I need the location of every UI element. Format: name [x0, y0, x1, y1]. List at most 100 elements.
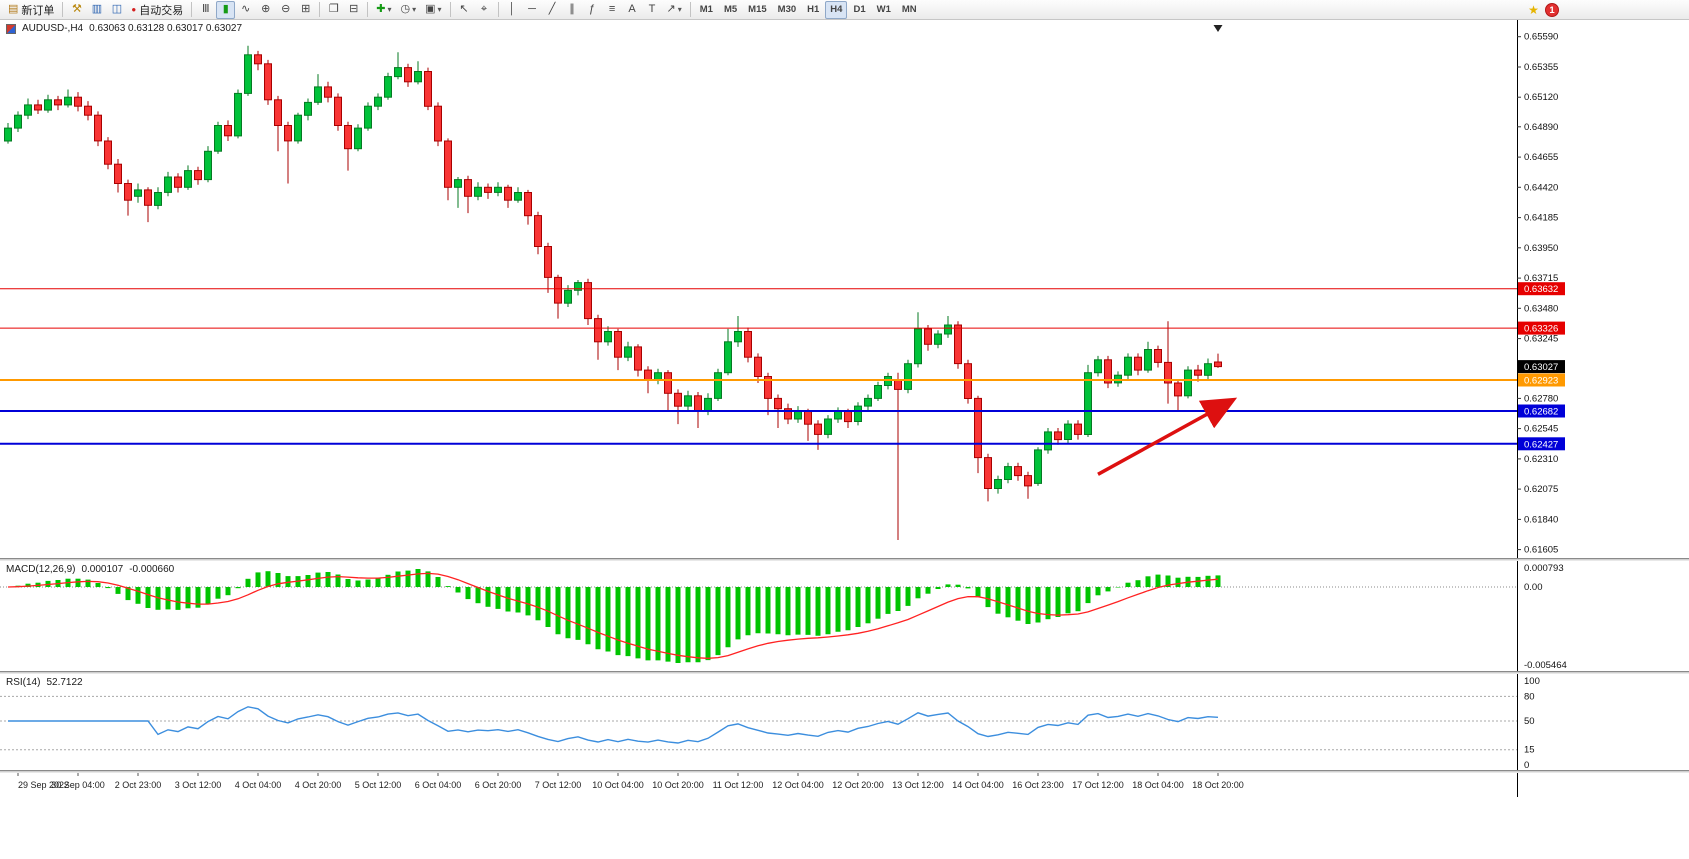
favorites-button[interactable]: ★ — [1524, 1, 1543, 19]
candle — [394, 52, 402, 80]
text-label-icon: T — [648, 3, 656, 15]
tile-windows-button[interactable]: ⊞ — [296, 1, 315, 19]
crosshair-tool-button[interactable]: ⌖ — [475, 1, 494, 19]
time-axis-label: 29 Sep 2022 — [18, 780, 69, 790]
candle — [744, 327, 752, 363]
candle — [1064, 420, 1072, 444]
timeframe-button-w1[interactable]: W1 — [876, 4, 891, 15]
vertical-line-tool-button[interactable]: │ — [503, 1, 522, 19]
price-tag: 0.63326 — [1518, 321, 1565, 335]
candle — [344, 121, 352, 171]
macd-panel: MACD(12,26,9) 0.000107 -0.000660 0.00079… — [0, 561, 1689, 671]
arrange-windows-button[interactable]: ⊟ — [344, 1, 363, 19]
shapes-tool-button[interactable]: ≡ — [603, 1, 622, 19]
arrows-tool-button[interactable]: ↗ ▾ — [663, 1, 686, 19]
notification-badge[interactable]: 1 — [1545, 3, 1559, 17]
cursor-tool-button[interactable]: ↖ — [455, 1, 474, 19]
candle — [824, 415, 832, 439]
macd-canvas[interactable]: 0.000793 0.00 -0.005464 — [0, 561, 1689, 671]
time-axis-label: 3 Oct 12:00 — [175, 780, 222, 790]
toolbar-separator — [497, 2, 499, 17]
candle — [374, 93, 382, 111]
chart-shift-marker[interactable] — [1213, 25, 1223, 32]
candle — [994, 475, 1002, 494]
candle — [1024, 471, 1032, 499]
price-chart-canvas[interactable]: 0.65590 0.65355 0.65120 0.64890 0.64655 0.644… — [0, 20, 1689, 558]
cascade-windows-button[interactable]: ❐ — [324, 1, 343, 19]
price-chart-panel: AUDUSD-,H4 0.63063 0.63128 0.63017 0.630… — [0, 20, 1689, 558]
timeframe-button-h1[interactable]: H1 — [807, 4, 820, 15]
price-tag: 0.62923 — [1518, 373, 1565, 387]
panel-separator[interactable] — [0, 671, 1689, 674]
autotrade-button[interactable]: ● 自动交易 — [127, 1, 187, 19]
zoom-out-button[interactable]: ⊖ — [276, 1, 295, 19]
cascade-windows-icon: ❐ — [328, 3, 339, 15]
candle — [504, 184, 512, 208]
rsi-axis-label: 80 — [1524, 691, 1535, 702]
candle — [354, 124, 362, 152]
time-axis-label: 12 Oct 20:00 — [832, 780, 884, 790]
macd-value: 0.000107 — [81, 564, 124, 575]
price-axis-label: 0.63245 — [1524, 334, 1558, 345]
candle — [44, 94, 52, 113]
time-axis[interactable]: 29 Sep 2022 30 Sep 04:00 2 Oct 23:00 3 Oct … — [0, 773, 1689, 797]
new-order-button[interactable]: ▤ 新订单 — [4, 1, 58, 19]
text-label-tool-button[interactable]: T — [643, 1, 662, 19]
candle — [4, 123, 12, 144]
candle — [964, 359, 972, 404]
periods-button[interactable]: ◷ ▾ — [396, 1, 420, 19]
candle — [1084, 364, 1092, 437]
candle — [64, 89, 72, 108]
macd-signal-value: -0.000660 — [129, 564, 175, 575]
timeframe-button-m15[interactable]: M15 — [748, 4, 767, 15]
navigator-button[interactable]: ◫ — [107, 1, 126, 19]
templates-button[interactable]: ▣ ▾ — [421, 1, 445, 19]
candle — [144, 187, 152, 223]
timeframe-button-m1[interactable]: M1 — [699, 4, 713, 15]
candle — [84, 101, 92, 121]
market-watch-button[interactable]: ▥ — [87, 1, 106, 19]
candle — [34, 99, 42, 114]
trendline-icon: ╱ — [548, 3, 556, 15]
timeframe-button-m30[interactable]: M30 — [777, 4, 797, 15]
text-tool-button[interactable]: A — [623, 1, 642, 19]
time-axis-label: 16 Oct 23:00 — [1012, 780, 1064, 790]
chart-type-bars-button[interactable]: Ⅲ — [196, 1, 215, 19]
macd-name-label: MACD(12,26,9) — [6, 564, 76, 575]
candle — [1174, 379, 1182, 412]
time-axis-label: 6 Oct 04:00 — [415, 780, 462, 790]
trend-arrow[interactable] — [1097, 397, 1238, 476]
timeframe-button-h4[interactable]: H4 — [825, 0, 848, 19]
rsi-canvas[interactable]: 100 80 50 15 0 — [0, 674, 1689, 770]
candle — [1194, 364, 1202, 382]
panel-separator[interactable] — [0, 558, 1689, 561]
channel-tool-button[interactable]: ∥ — [563, 1, 582, 19]
candle — [114, 159, 122, 193]
chart-type-line-button[interactable]: ∿ — [236, 1, 255, 19]
fibonacci-tool-button[interactable]: ƒ — [583, 1, 602, 19]
candle — [1004, 462, 1012, 484]
timeframe-toolbar: M1 M5 M15 M30 H1 H4 D1 W1 MN — [695, 0, 922, 19]
candle — [444, 138, 452, 201]
indicators-button[interactable]: ✚ ▾ — [372, 1, 395, 19]
chart-type-candles-button[interactable]: ▮ — [216, 0, 236, 19]
tools-button[interactable]: ⚒ — [67, 1, 86, 19]
candle — [204, 146, 212, 183]
horizontal-line-tool-button[interactable]: ─ — [523, 1, 542, 19]
timeframe-button-m5[interactable]: M5 — [723, 4, 738, 15]
rsi-name-label: RSI(14) — [6, 677, 41, 688]
zoom-in-button[interactable]: ⊕ — [256, 1, 275, 19]
candle — [434, 102, 442, 147]
shapes-icon: ≡ — [608, 3, 616, 15]
chevron-down-icon: ▾ — [437, 5, 442, 14]
timeframe-button-mn[interactable]: MN — [901, 4, 917, 15]
trendline-tool-button[interactable]: ╱ — [543, 1, 562, 19]
navigator-icon: ◫ — [111, 3, 123, 15]
panel-separator[interactable] — [0, 770, 1689, 773]
candle — [934, 330, 942, 349]
price-tag: 0.62427 — [1518, 437, 1565, 451]
candle — [124, 179, 132, 216]
candle — [724, 328, 732, 376]
timeframe-button-d1[interactable]: D1 — [853, 4, 866, 15]
